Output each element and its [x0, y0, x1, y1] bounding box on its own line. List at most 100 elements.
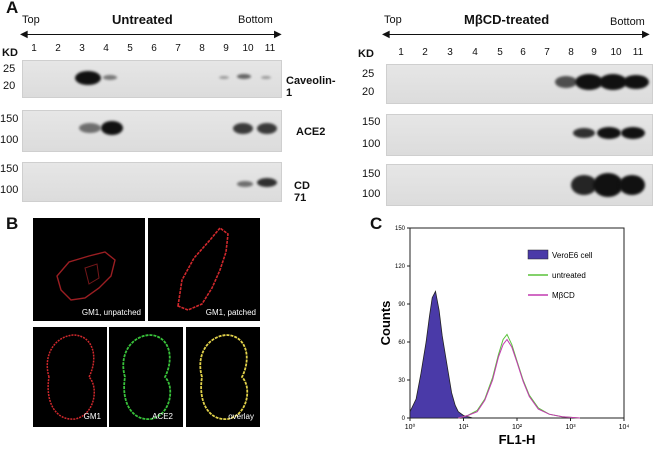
- lane-number: 8: [568, 47, 574, 58]
- x-tick-label: 10¹: [458, 424, 469, 431]
- mw-marker: 150: [0, 163, 19, 175]
- lane-number: 4: [103, 43, 109, 54]
- y-tick-label: 0: [402, 416, 406, 422]
- lane-number: 11: [264, 43, 276, 54]
- cd71-blot: [22, 162, 282, 202]
- caveolin-blot: [386, 64, 653, 104]
- micrograph-label: ACE2: [152, 412, 173, 421]
- y-tick-label: 120: [395, 264, 406, 270]
- blot-band: [571, 175, 597, 195]
- mw-marker: 150: [362, 116, 381, 128]
- lane-number: 3: [79, 43, 85, 54]
- arrow-left-icon: ◀: [20, 29, 28, 40]
- arrow-right-icon: ▶: [642, 29, 650, 40]
- mw-marker: 100: [362, 138, 381, 150]
- lane-number: 2: [55, 43, 61, 54]
- lane-number: 10: [610, 47, 622, 58]
- micrograph-label: overlay: [228, 412, 254, 421]
- y-tick-label: 90: [398, 302, 405, 308]
- blot-band: [101, 121, 123, 135]
- ace2-blot: [386, 114, 653, 156]
- blot-band: [575, 74, 603, 90]
- panel-a-mbcd-treated: Top MβCD-treated Bottom ◀ ▶ KD 1 2 3 4 5…: [356, 0, 659, 215]
- lane-number: 1: [31, 43, 37, 54]
- y-tick-label: 150: [395, 226, 406, 232]
- x-tick-label: 10²: [512, 424, 523, 431]
- legend-label: MβCD: [552, 291, 575, 300]
- mw-marker: 100: [0, 184, 19, 196]
- panel-c-label: C: [370, 214, 383, 233]
- blot-band: [233, 123, 253, 134]
- y-tick-label: 30: [398, 378, 405, 384]
- blot-band: [79, 123, 101, 133]
- x-tick-label: 10⁴: [619, 424, 630, 431]
- blot-band: [219, 76, 229, 79]
- lane-number: 8: [199, 43, 205, 54]
- panel-a-untreated: Top Untreated Bottom ◀ ▶ KD 1 2 3 4 5 6 …: [0, 0, 336, 215]
- blot-band: [621, 127, 645, 139]
- micrograph-label: GM1: [83, 412, 101, 421]
- blot-band: [103, 75, 117, 80]
- cell-outline-image: [56, 251, 116, 301]
- fraction-arrow: [22, 34, 280, 35]
- micrograph-gm1-patched: GM1, patched: [148, 218, 260, 321]
- mw-marker: 20: [3, 80, 16, 92]
- caveolin-blot: [22, 60, 282, 98]
- fraction-arrow: [384, 34, 646, 35]
- mw-marker: 150: [0, 113, 19, 125]
- lane-number: 11: [632, 47, 644, 58]
- top-label: Top: [22, 14, 40, 26]
- kd-label: KD: [2, 47, 18, 59]
- x-axis-label: FL1-H: [499, 432, 536, 447]
- mw-marker: 100: [362, 188, 381, 200]
- legend-label: untreated: [552, 271, 586, 280]
- lane-number: 7: [544, 47, 550, 58]
- protein-label: Caveolin-1: [286, 75, 336, 99]
- blot-band: [555, 76, 577, 88]
- y-tick-label: 60: [398, 340, 405, 346]
- cell-outline-image: [199, 334, 249, 420]
- lane-number: 5: [127, 43, 133, 54]
- blot-band: [257, 178, 277, 187]
- protein-label: CD 71: [294, 180, 310, 204]
- blot-band: [599, 74, 627, 90]
- condition-label: Untreated: [112, 12, 173, 27]
- micrograph-gm1: GM1: [33, 327, 107, 427]
- lane-number: 7: [175, 43, 181, 54]
- flow-histogram: 0 30 60 90 120 150 10⁰ 10¹ 10² 10³ 10⁴ VeroE6 cell u…: [376, 222, 659, 457]
- histogram-chart: 0 30 60 90 120 150 10⁰ 10¹ 10² 10³ 10⁴ VeroE6 cell u…: [378, 226, 630, 447]
- lane-number: 5: [497, 47, 503, 58]
- lane-number: 6: [520, 47, 526, 58]
- lane-numbers: 1 2 3 4 5 6 7 8 9 10 11: [392, 47, 652, 61]
- bottom-label: Bottom: [610, 16, 645, 28]
- panel-a-label: A: [6, 0, 19, 17]
- micrograph-overlay: overlay: [186, 327, 260, 427]
- micrograph-label: GM1, unpatched: [81, 308, 141, 317]
- ace2-blot: [22, 110, 282, 152]
- mw-marker: 150: [362, 168, 381, 180]
- condition-label: MβCD-treated: [464, 12, 550, 27]
- bottom-label: Bottom: [238, 14, 273, 26]
- legend-label: VeroE6 cell: [552, 251, 593, 260]
- lane-numbers: 1 2 3 4 5 6 7 8 9 10 11: [25, 43, 285, 57]
- lane-number: 9: [223, 43, 229, 54]
- blot-band: [261, 76, 271, 79]
- top-label: Top: [384, 14, 402, 26]
- series-line: [458, 333, 580, 419]
- blot-band: [623, 75, 649, 89]
- kd-label: KD: [358, 48, 374, 60]
- micrograph-label: GM1, patched: [205, 308, 256, 317]
- blot-band: [237, 181, 253, 187]
- series-line: [458, 338, 580, 419]
- mw-marker: 100: [0, 134, 19, 146]
- blot-band: [593, 173, 623, 197]
- x-tick-label: 10⁰: [405, 423, 416, 431]
- cell-outline-image: [122, 334, 172, 420]
- blot-band: [75, 71, 101, 85]
- lane-number: 9: [591, 47, 597, 58]
- blot-band: [257, 123, 277, 134]
- blot-band: [619, 175, 645, 195]
- arrow-right-icon: ▶: [274, 29, 282, 40]
- cd71-blot: [386, 164, 653, 206]
- lane-number: 2: [422, 47, 428, 58]
